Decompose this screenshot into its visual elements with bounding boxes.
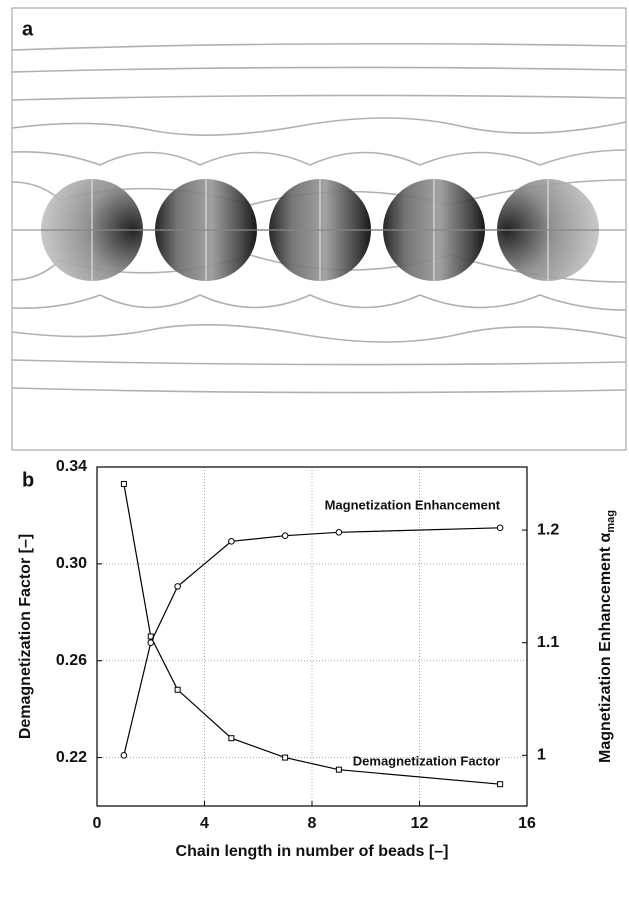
marker-circle <box>336 530 342 536</box>
y2-axis-label: Magnetization Enhancement αmag <box>597 510 617 763</box>
y-tick-label: 0.26 <box>56 652 87 669</box>
marker-square <box>229 736 234 741</box>
series-annotation: Demagnetization Factor <box>353 754 500 769</box>
y2-tick-label: 1.1 <box>537 634 559 651</box>
marker-square <box>175 687 180 692</box>
marker-circle <box>148 640 154 646</box>
y2-axis-label-main: Magnetization Enhancement α <box>597 533 614 763</box>
marker-circle <box>497 525 503 531</box>
marker-square <box>283 755 288 760</box>
marker-square <box>121 481 126 486</box>
y-axis-label: Demagnetization Factor [–] <box>17 534 34 739</box>
x-tick-label: 12 <box>411 815 429 832</box>
panel-label: a <box>22 18 34 40</box>
y2-axis-label-subscript: mag <box>605 510 617 533</box>
x-axis-label: Chain length in number of beads [–] <box>176 843 449 860</box>
x-tick-label: 0 <box>93 815 102 832</box>
series-annotation: Magnetization Enhancement <box>325 497 501 512</box>
panel-b: b 0 4 8 12 16 0.22 0.26 0.30 0.34 1 1.1 1.2 Chain le… <box>17 458 617 860</box>
marker-circle <box>282 533 288 539</box>
x-tick-label: 8 <box>308 815 317 832</box>
marker-circle <box>121 753 127 759</box>
figure: a b 0 4 8 12 16 0.22 0.26 0.30 0.34 1 1.1 1.2 Chain … <box>0 0 629 899</box>
x-tick-label: 4 <box>200 815 209 832</box>
marker-circle <box>175 584 181 590</box>
panel-label: b <box>22 469 34 491</box>
y2-tick-label: 1 <box>537 747 546 764</box>
y-tick-label: 0.22 <box>56 749 87 766</box>
marker-square <box>336 767 341 772</box>
panel-a: a <box>12 8 626 450</box>
y-tick-label: 0.34 <box>56 458 87 475</box>
marker-circle <box>229 539 235 545</box>
y-tick-label: 0.30 <box>56 555 87 572</box>
x-tick-label: 16 <box>518 815 536 832</box>
marker-square <box>498 782 503 787</box>
y2-tick-label: 1.2 <box>537 521 559 538</box>
